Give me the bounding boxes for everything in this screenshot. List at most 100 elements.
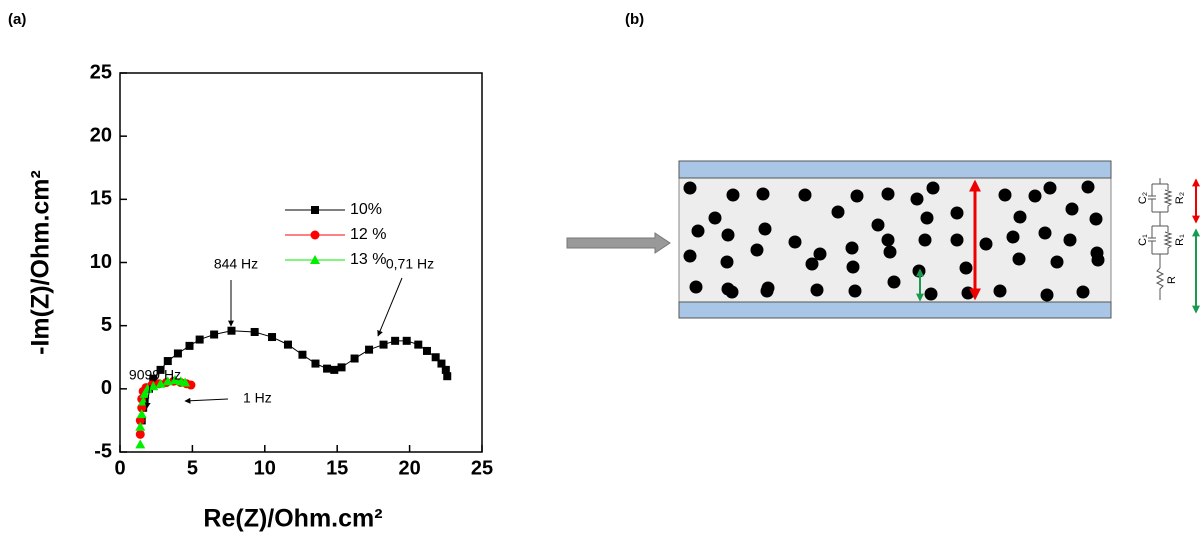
marker [163, 357, 172, 366]
y-tick-label: 10 [90, 251, 112, 273]
marker [402, 336, 411, 345]
marker [148, 381, 159, 391]
particle [871, 218, 885, 232]
annotation: 9099 Hz [129, 367, 181, 383]
marker [135, 421, 146, 431]
y-tick-label: -5 [94, 440, 112, 462]
particle [950, 206, 964, 220]
marker [173, 349, 182, 358]
particle [788, 235, 802, 249]
particle [813, 247, 827, 261]
plate [678, 301, 1112, 319]
particle [887, 275, 901, 289]
marker [443, 372, 452, 381]
particle [961, 286, 975, 300]
marker [298, 350, 307, 359]
particle [848, 284, 862, 298]
particle [1038, 226, 1052, 240]
annotation: 844 Hz [214, 256, 258, 272]
marker [422, 346, 431, 355]
particle [1028, 189, 1042, 203]
marker [311, 359, 320, 368]
x-axis-label: Re(Z)/Ohm.cm² [203, 505, 382, 533]
particle [708, 211, 722, 225]
x-tick-label: 10 [254, 457, 276, 479]
marker [195, 335, 204, 344]
particle [691, 224, 705, 238]
marker [139, 388, 150, 398]
particle [924, 287, 938, 301]
marker [337, 363, 346, 372]
circuit-label: R₁ [1174, 234, 1186, 246]
circuit-label: R₂ [1174, 192, 1186, 204]
marker [379, 340, 388, 349]
marker [283, 340, 292, 349]
legend-marker [310, 255, 320, 264]
panel-label: (a) [8, 11, 26, 28]
marker [135, 439, 146, 449]
marker [156, 365, 165, 374]
particle [920, 211, 934, 225]
particle [1012, 252, 1026, 266]
marker [441, 365, 450, 374]
x-tick-label: 0 [114, 457, 125, 479]
marker [137, 403, 147, 413]
particle [760, 284, 774, 298]
annotation-arrow [184, 397, 229, 404]
y-tick-label: 0 [101, 377, 112, 399]
marker [431, 353, 440, 362]
particle [798, 188, 812, 202]
circuit-label: C₁ [1137, 234, 1149, 246]
circuit-label: C₂ [1137, 192, 1149, 204]
particle [831, 205, 845, 219]
circuit [1148, 178, 1173, 300]
marker [365, 345, 374, 354]
y-tick-label: 20 [90, 124, 112, 146]
marker [142, 383, 153, 393]
marker [350, 354, 359, 363]
y-tick-label: 5 [101, 314, 112, 336]
marker [414, 340, 423, 349]
particle [1050, 255, 1064, 269]
particle [1081, 180, 1095, 194]
marker [155, 378, 166, 388]
y-tick-label: 15 [90, 188, 112, 210]
particle [845, 241, 859, 255]
plate [678, 160, 1112, 179]
particle [1076, 285, 1090, 299]
particle [1091, 253, 1105, 267]
particle [881, 187, 895, 201]
particle [805, 257, 819, 271]
particle [750, 243, 764, 257]
particle [1013, 210, 1027, 224]
particle [721, 228, 735, 242]
particle [918, 233, 932, 247]
marker [135, 429, 145, 439]
particle [883, 245, 897, 259]
particle [726, 188, 740, 202]
particle [683, 249, 697, 263]
x-tick-label: 15 [326, 457, 348, 479]
x-tick-label: 25 [471, 457, 493, 479]
particle [756, 187, 770, 201]
marker [170, 374, 181, 384]
legend-marker [310, 230, 320, 240]
particle [926, 181, 940, 195]
particle [850, 189, 864, 203]
annotation: 1 Hz [243, 390, 272, 406]
marker [330, 365, 339, 374]
marker [250, 327, 259, 336]
panel-label: (b) [625, 11, 644, 28]
particle [846, 260, 860, 274]
particle [810, 283, 824, 297]
legend-label: 13 % [350, 251, 386, 268]
particle [1065, 202, 1079, 216]
particle [1063, 233, 1077, 247]
particle [683, 181, 697, 195]
marker [437, 359, 446, 368]
legend-label: 12 % [350, 226, 386, 243]
marker [268, 333, 277, 342]
y-axis-label: -Im(Z)/Ohm.cm² [27, 170, 55, 355]
